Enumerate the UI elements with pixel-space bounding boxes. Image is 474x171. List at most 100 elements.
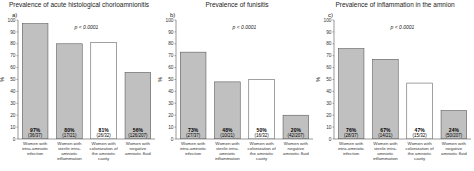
data-label: 80% <box>64 127 75 133</box>
fraction-label: (36/37) <box>28 133 43 138</box>
data-label: 76% <box>346 127 357 133</box>
bar <box>91 43 117 139</box>
bar <box>441 110 467 139</box>
bar <box>249 80 275 140</box>
bar <box>338 49 364 139</box>
y-tick-label: 40 <box>326 89 332 94</box>
y-tick-label: 60 <box>168 65 174 70</box>
y-tick-label: 0 <box>329 137 332 142</box>
y-tick-label: 50 <box>168 77 174 82</box>
fraction-label: (126/207) <box>128 133 148 138</box>
x-axis-line <box>18 139 155 140</box>
x-tick-label: Women withsterile intra-amnioticinflamma… <box>373 141 398 161</box>
fraction-label: (14/21) <box>378 133 393 138</box>
x-tick-label: Women withintra-amnioticinfection <box>338 141 365 156</box>
bar <box>125 72 151 139</box>
x-tick-label: Women withnegativeamniotic fluid <box>283 141 309 156</box>
data-label: 81% <box>99 127 110 133</box>
fraction-label: (15/32) <box>412 133 427 138</box>
title: Prevalence of funisitis <box>205 1 269 8</box>
figure: Prevalence of acute histological chorioa… <box>0 0 474 171</box>
y-tick-label: 30 <box>10 101 16 106</box>
y-tick-label: 70 <box>10 53 16 58</box>
y-tick-label: 40 <box>168 89 174 94</box>
x-tick-label: Women withcolonization ofthe amnioticcav… <box>90 141 119 161</box>
fraction-label: (50/207) <box>445 133 462 138</box>
panel: Prevalence of acute histological chorioa… <box>0 1 155 161</box>
y-axis-label: % <box>157 77 163 82</box>
data-label: 47% <box>415 127 426 133</box>
y-tick-label: 70 <box>326 53 332 58</box>
x-tick-label-line: infection <box>343 151 360 156</box>
fraction-label: (10/21) <box>220 133 235 138</box>
data-label: 20% <box>291 127 302 133</box>
y-tick-label: 100 <box>323 18 331 23</box>
y-tick-label: 90 <box>326 30 332 35</box>
data-label: 24% <box>449 127 460 133</box>
x-tick-label: Women withintra-amnioticinfection <box>22 141 49 156</box>
x-tick-label: Women withnegativeamniotic fluid <box>125 141 151 156</box>
x-tick-label: Women withintra-amnioticinfection <box>180 141 207 156</box>
y-tick-label: 10 <box>168 125 174 130</box>
y-tick-label: 0 <box>13 137 16 142</box>
bar <box>373 59 399 139</box>
p-value: p < 0.0001 <box>74 24 99 30</box>
y-tick-label: 0 <box>171 137 174 142</box>
y-axis-label: % <box>0 77 5 82</box>
x-tick-label: Women withcolonization ofthe amnioticcav… <box>248 141 277 161</box>
p-value: p < 0.0001 <box>390 24 415 30</box>
fraction-label: (16/32) <box>254 133 269 138</box>
x-tick-label: Women withcolonization ofthe amnioticcav… <box>406 141 435 161</box>
data-label: 50% <box>257 127 268 133</box>
fraction-label: (27/37) <box>186 133 201 138</box>
y-tick-label: 90 <box>10 30 16 35</box>
panel: Prevalence of inflammation in the amnion… <box>315 1 471 161</box>
title: Prevalence of inflammation in the amnion <box>335 1 455 8</box>
y-tick-label: 90 <box>168 30 174 35</box>
x-tick-label-line: inflammation <box>57 156 82 161</box>
bars <box>180 52 308 139</box>
x-tick-label-line: inflammation <box>215 156 240 161</box>
y-tick-label: 20 <box>10 113 16 118</box>
y-tick-label: 100 <box>165 18 173 23</box>
y-axis-label: % <box>315 77 321 82</box>
fraction-label: (17/21) <box>62 133 77 138</box>
x-tick-label-line: amniotic fluid <box>125 151 151 156</box>
bars <box>22 24 150 139</box>
panel: Prevalence of funisitisb)p < 0.000101020… <box>157 1 313 161</box>
y-tick-label: 50 <box>326 77 332 82</box>
y-tick-label: 20 <box>168 113 174 118</box>
y-axis-line <box>18 20 19 139</box>
data-label: 67% <box>380 127 391 133</box>
y-tick-label: 40 <box>10 89 16 94</box>
x-tick-label-line: infection <box>185 151 202 156</box>
data-label: 73% <box>188 127 199 133</box>
y-tick-label: 60 <box>326 65 332 70</box>
y-tick-label: 100 <box>7 18 15 23</box>
y-tick-label: 60 <box>10 65 16 70</box>
bar <box>22 24 48 139</box>
x-tick-label: Women withnegativeamniotic fluid <box>441 141 467 156</box>
y-axis-line <box>176 20 177 139</box>
fraction-label: (28/37) <box>344 133 359 138</box>
x-tick-label: Women withsterile intra-amnioticinflamma… <box>57 141 82 161</box>
data-label: 97% <box>30 127 41 133</box>
x-tick-label-line: cavity <box>256 156 268 161</box>
y-tick-label: 10 <box>10 125 16 130</box>
x-tick-label-line: infection <box>27 151 44 156</box>
y-axis-line <box>334 20 335 139</box>
fraction-label: (42/207) <box>287 133 304 138</box>
x-tick-label-line: amniotic fluid <box>441 151 467 156</box>
x-tick-label: Women withsterile intra-amnioticinflamma… <box>215 141 240 161</box>
x-axis-line <box>176 139 313 140</box>
p-value: p < 0.0001 <box>232 24 257 30</box>
fraction-label: (26/32) <box>96 133 111 138</box>
y-tick-label: 30 <box>168 101 174 106</box>
y-tick-label: 80 <box>10 41 16 46</box>
bar <box>180 52 206 139</box>
x-axis-line <box>334 139 471 140</box>
y-tick-label: 80 <box>168 41 174 46</box>
data-label: 56% <box>133 127 144 133</box>
data-label: 48% <box>222 127 233 133</box>
bars <box>338 49 466 139</box>
